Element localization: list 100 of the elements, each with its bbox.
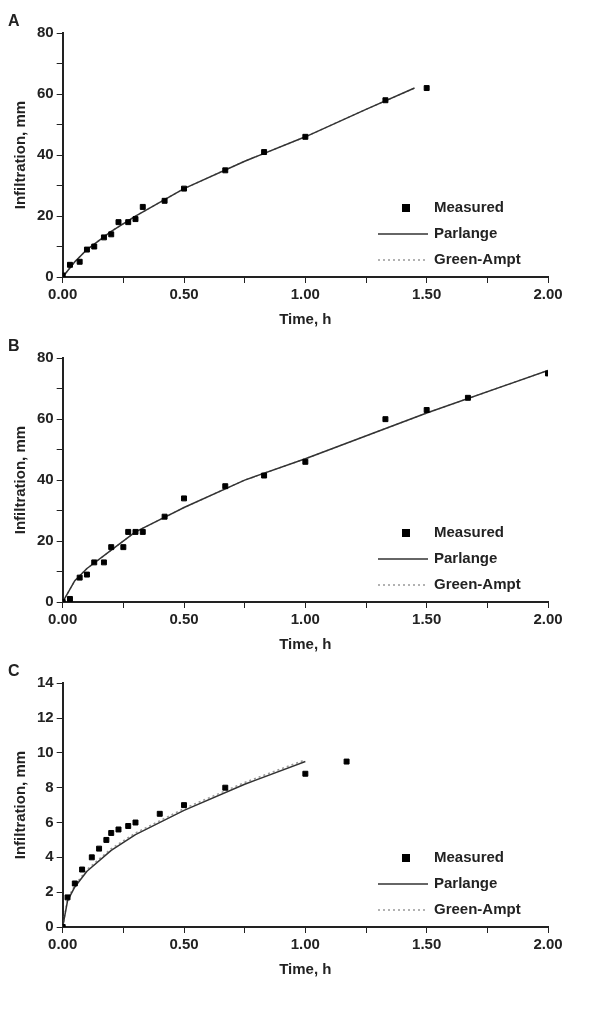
legend-label: Parlange: [434, 874, 498, 892]
x-tick-label: 0.00: [48, 285, 78, 303]
x-tick-label: 1.50: [412, 285, 442, 303]
point: [71, 880, 78, 887]
point: [423, 85, 430, 92]
point: [88, 854, 95, 861]
x-tick-label: 0.50: [169, 285, 199, 303]
chart-title: B: [8, 337, 20, 355]
x-tick-label: 2.00: [533, 610, 563, 628]
x-tick-label: 1.50: [412, 610, 442, 628]
legend-label: Measured: [434, 198, 505, 216]
legend-label: Parlange: [434, 224, 498, 242]
point: [302, 770, 309, 777]
x-axis-title: Time, h: [279, 635, 332, 653]
point: [115, 219, 122, 226]
x-tick-label: 0.00: [48, 935, 78, 953]
legend-label: Green-Ampt: [434, 900, 521, 918]
point: [222, 483, 229, 490]
y-axis-title: Infiltration, mm: [11, 750, 29, 860]
point: [91, 243, 98, 250]
point: [181, 495, 187, 502]
point: [108, 544, 115, 551]
point: [108, 231, 115, 238]
point: [139, 528, 146, 535]
legend-label: Green-Ampt: [434, 575, 521, 593]
point: [181, 802, 187, 809]
point: [181, 185, 187, 192]
y-tick-label: 20: [37, 206, 54, 224]
y-tick-label: 40: [37, 145, 54, 163]
y-axis-title: Infiltration, mm: [11, 425, 29, 535]
point: [120, 544, 127, 551]
x-tick-label: 0.50: [169, 610, 199, 628]
x-tick-label: 0.50: [169, 935, 199, 953]
point: [64, 894, 71, 901]
point: [161, 197, 168, 204]
point: [222, 167, 229, 174]
x-axis-title: Time, h: [279, 310, 332, 328]
legend-label: Measured: [434, 523, 505, 541]
point: [139, 203, 146, 210]
x-tick-label: 1.00: [290, 610, 320, 628]
y-tick-label: 8: [45, 777, 54, 795]
point: [464, 394, 471, 401]
y-tick-label: 12: [37, 708, 54, 726]
point: [382, 97, 389, 104]
point: [261, 149, 268, 156]
x-tick-label: 1.00: [290, 935, 320, 953]
point: [115, 826, 122, 833]
point: [161, 513, 168, 520]
y-tick-label: 10: [37, 743, 54, 760]
point: [76, 258, 83, 265]
y-tick-label: 40: [37, 470, 54, 488]
point: [343, 758, 350, 765]
point: [132, 528, 139, 535]
point: [222, 784, 229, 791]
x-tick-label: 0.00: [48, 610, 78, 628]
point: [132, 216, 139, 223]
point: [91, 559, 98, 566]
point: [66, 595, 73, 602]
point: [108, 829, 115, 836]
x-axis-title: Time, h: [279, 960, 332, 978]
point: [156, 810, 163, 817]
point: [76, 574, 83, 581]
x-tick-label: 1.50: [412, 935, 442, 953]
y-tick-label: 6: [45, 812, 54, 830]
point: [83, 571, 90, 578]
x-tick-label: 1.00: [290, 285, 320, 303]
legend-label: Parlange: [434, 549, 498, 567]
y-tick-label: 80: [37, 348, 54, 366]
point: [125, 823, 132, 829]
point: [103, 836, 110, 843]
point: [79, 866, 86, 873]
point: [83, 246, 90, 253]
y-axis-title: Infiltration, mm: [11, 100, 29, 210]
point: [302, 133, 309, 140]
point: [132, 819, 139, 826]
y-tick-label: 4: [45, 847, 55, 865]
y-tick-label: 60: [37, 409, 54, 427]
point: [302, 458, 309, 465]
y-tick-label: 0: [45, 267, 54, 285]
point: [423, 407, 430, 413]
point: [100, 559, 107, 566]
legend-label: Green-Ampt: [434, 250, 521, 268]
point: [261, 472, 268, 479]
y-tick-label: 0: [45, 917, 54, 935]
y-tick-label: 14: [37, 673, 55, 691]
y-tick-label: 2: [45, 882, 54, 900]
x-tick-label: 2.00: [533, 935, 563, 953]
y-tick-label: 0: [45, 592, 54, 610]
point: [382, 416, 389, 423]
point: [96, 845, 103, 852]
y-tick-label: 80: [37, 23, 54, 41]
y-tick-label: 20: [37, 531, 54, 549]
point: [125, 219, 132, 226]
point: [125, 528, 132, 535]
chart-title: A: [8, 12, 20, 30]
point: [66, 261, 73, 268]
chart-title: C: [8, 662, 20, 680]
legend-label: Measured: [434, 848, 505, 866]
y-tick-label: 60: [37, 84, 54, 102]
x-tick-label: 2.00: [533, 285, 563, 303]
